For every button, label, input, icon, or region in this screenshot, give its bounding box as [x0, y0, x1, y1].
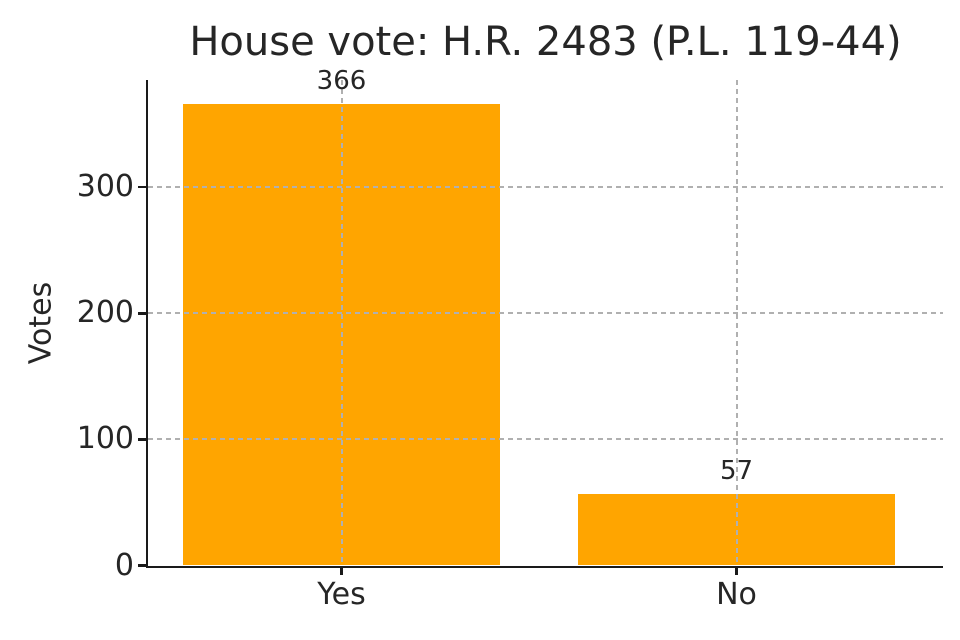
gridline-vertical	[340, 80, 343, 566]
bar-value-label: 366	[316, 65, 367, 96]
y-tick-label: 100	[76, 421, 134, 457]
y-tick-label: 0	[114, 547, 134, 583]
y-tick-mark	[137, 564, 146, 567]
x-tick-label: Yes	[317, 576, 366, 612]
y-tick-mark	[137, 438, 146, 441]
y-axis-spine	[145, 80, 148, 568]
gridline-vertical	[735, 80, 738, 566]
y-tick-label: 300	[76, 169, 134, 205]
x-axis-spine	[145, 565, 943, 568]
gridline-horizontal	[148, 438, 943, 441]
x-tick-label: No	[716, 576, 757, 612]
gridline-horizontal	[148, 186, 943, 189]
x-tick-mark	[735, 568, 738, 575]
chart-title: House vote: H.R. 2483 (P.L. 119-44)	[189, 19, 902, 65]
y-tick-label: 200	[76, 295, 134, 331]
x-tick-mark	[340, 568, 343, 575]
y-tick-mark	[137, 312, 146, 315]
y-tick-mark	[137, 185, 146, 189]
gridline-horizontal	[148, 312, 943, 315]
bar-value-label: 57	[719, 455, 754, 486]
